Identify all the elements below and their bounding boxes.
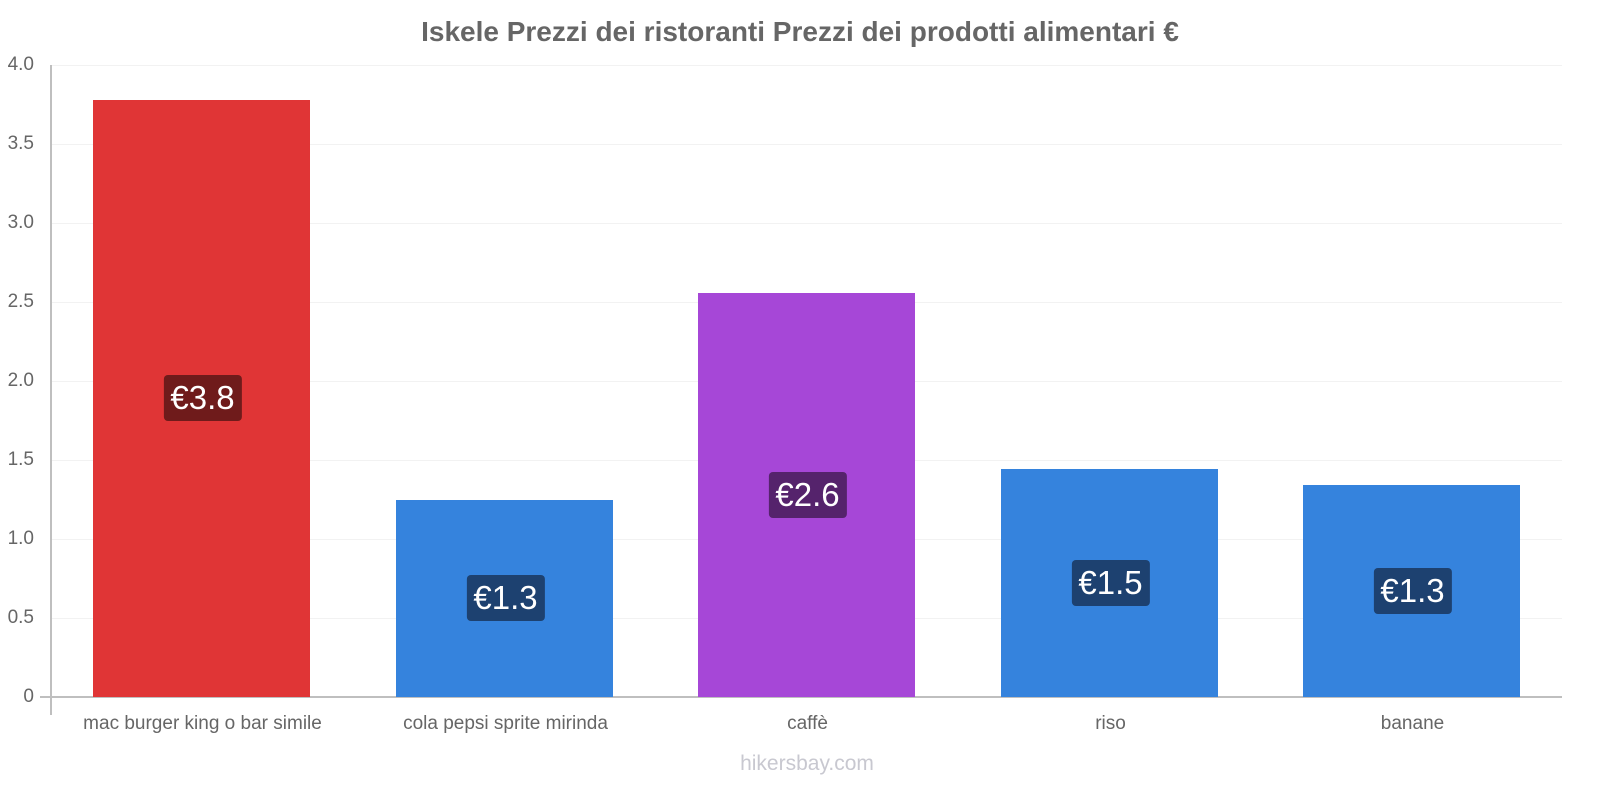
x-axis-line <box>40 696 1562 698</box>
y-tick-label: 4.0 <box>7 54 34 75</box>
y-tick-label: 1.0 <box>7 528 34 549</box>
bar-value-label: €1.3 <box>1373 568 1452 615</box>
y-tick-label: 1.5 <box>7 449 34 470</box>
bar-value-label: €3.8 <box>163 375 242 422</box>
y-tick-label: 3.0 <box>7 212 34 233</box>
y-axis-line <box>50 65 52 715</box>
y-tick-label: 0 <box>23 686 34 707</box>
gridline <box>52 223 1562 224</box>
gridline <box>52 65 1562 66</box>
y-tick-label: 2.0 <box>7 370 34 391</box>
x-tick-label: mac burger king o bar simile <box>83 713 322 734</box>
y-tick-label: 3.5 <box>7 133 34 154</box>
x-tick-label: banane <box>1380 713 1445 734</box>
chart-title: Iskele Prezzi dei ristoranti Prezzi dei … <box>421 16 1179 47</box>
y-tick-label: 2.5 <box>7 291 34 312</box>
bar-value-label: €1.3 <box>466 575 545 622</box>
x-tick-label: riso <box>1095 713 1126 734</box>
x-tick-label: cola pepsi sprite mirinda <box>403 713 608 734</box>
y-tick-label: 0.5 <box>7 607 34 628</box>
watermark: hikersbay.com <box>740 752 874 775</box>
gridline <box>52 144 1562 145</box>
bar-value-label: €1.5 <box>1071 560 1150 607</box>
bar-value-label: €2.6 <box>768 471 847 518</box>
x-tick-label: caffè <box>787 713 828 734</box>
